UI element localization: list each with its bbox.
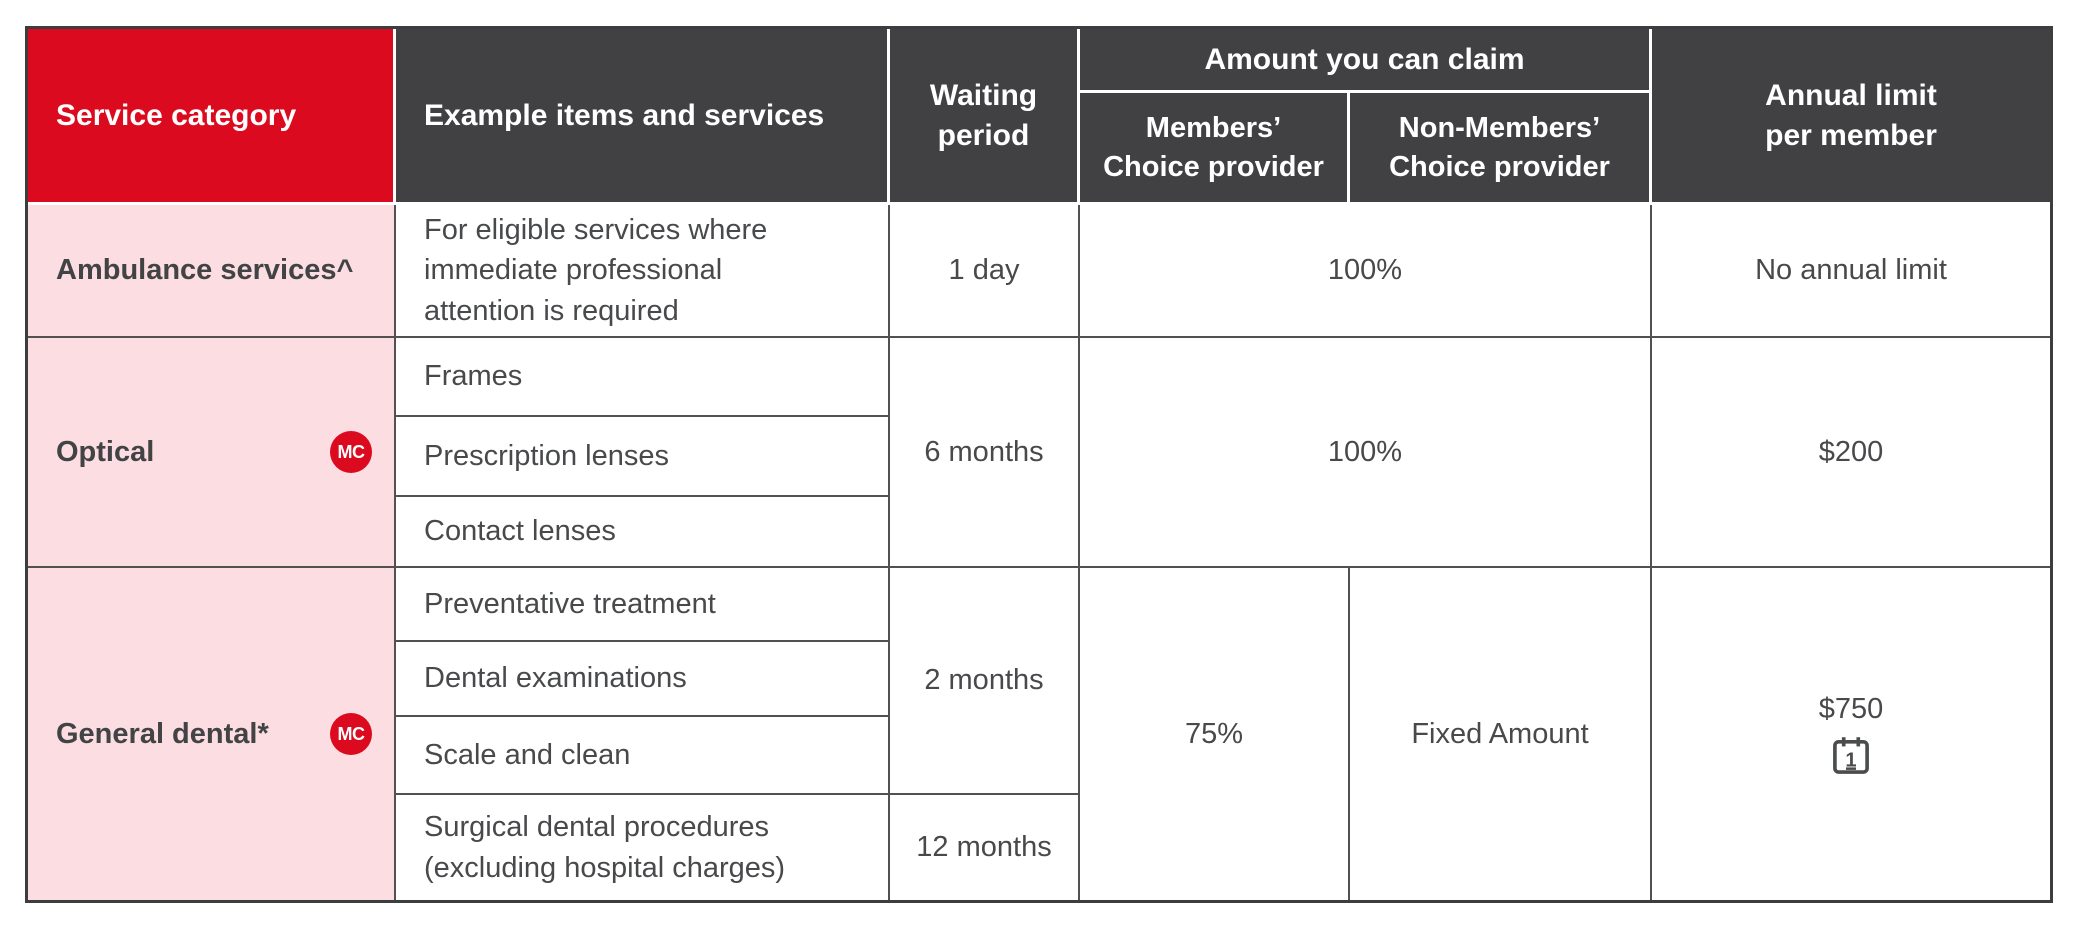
dental-waiting-cell-long: 12 months [890,795,1080,900]
header-service-category: Service category [28,29,396,205]
dental-non-members-claim-value: Fixed Amount [1411,717,1589,750]
ambulance-annual-limit-value: No annual limit [1755,254,1947,287]
header-service-category-label: Service category [56,98,297,132]
dental-category-label: General dental* [56,717,269,750]
dental-waiting-long-value: 12 months [916,831,1052,864]
mc-badge-icon: MC [330,431,372,473]
dental-item-examinations: Dental examinations [424,662,687,695]
optical-claim-value: 100% [1327,435,1403,468]
header-amount-claim-label: Amount you can claim [1204,42,1525,76]
dental-item-cell: Scale and clean [396,717,890,795]
ambulance-description: For eligible services where immediate pr… [424,214,768,327]
header-example-items-label: Example items and services [424,98,825,132]
dental-non-members-claim-cell: Fixed Amount [1350,568,1652,900]
ambulance-annual-limit-cell: No annual limit [1652,205,2050,338]
header-annual-limit-label: Annual limit per member [1765,78,1937,152]
ambulance-claim-cell: 100% [1080,205,1652,338]
calendar-1-icon: 1 [1833,736,1869,774]
mc-badge-icon: MC [330,713,372,755]
dental-item-scale-clean: Scale and clean [424,738,631,771]
dental-waiting-short-value: 2 months [924,664,1044,697]
dental-item-cell: Preventative treatment [396,568,890,642]
dental-item-surgical: Surgical dental procedures (excluding ho… [424,811,786,884]
svg-text:1: 1 [1845,749,1856,771]
dental-item-cell: Dental examinations [396,642,890,717]
dental-item-cell: Surgical dental procedures (excluding ho… [396,795,890,900]
optical-annual-limit-value: $200 [1818,435,1884,468]
header-waiting-period-label: Waiting period [929,78,1038,152]
header-amount-claim: Amount you can claim [1080,29,1652,93]
optical-waiting-cell: 6 months [890,338,1080,568]
optical-category-cell: Optical MC [28,338,396,568]
dental-category-cell: General dental* MC [28,568,396,900]
optical-item-cell: Prescription lenses [396,417,890,497]
optical-category-label: Optical [56,435,155,468]
dental-members-claim-cell: 75% [1080,568,1350,900]
header-non-members-choice: Non-Members’ Choice provider [1350,93,1652,205]
optical-item-cell: Frames [396,338,890,417]
ambulance-description-cell: For eligible services where immediate pr… [396,205,890,338]
dental-waiting-cell-short: 2 months [890,568,1080,795]
ambulance-category-cell: Ambulance services^ [28,205,396,338]
header-example-items: Example items and services [396,29,890,205]
ambulance-waiting-value: 1 day [948,254,1020,287]
dental-annual-limit-value: $750 [1818,693,1884,726]
header-members-choice-label: Members’ Choice provider [1103,112,1324,183]
dental-annual-limit-cell: $750 1 [1652,568,2050,900]
optical-item-cell: Contact lenses [396,497,890,568]
benefits-table: Service category Example items and servi… [25,26,2053,903]
header-waiting-period: Waiting period [890,29,1080,205]
ambulance-claim-value: 100% [1327,254,1403,287]
optical-item-prescription-lenses: Prescription lenses [424,439,669,472]
dental-item-preventative: Preventative treatment [424,587,716,620]
optical-claim-cell: 100% [1080,338,1652,568]
ambulance-waiting-cell: 1 day [890,205,1080,338]
dental-members-claim-value: 75% [1184,717,1244,750]
header-annual-limit: Annual limit per member [1652,29,2050,205]
optical-waiting-value: 6 months [924,435,1044,468]
ambulance-category-label: Ambulance services^ [56,254,354,287]
optical-item-contact-lenses: Contact lenses [424,515,616,548]
header-non-members-choice-label: Non-Members’ Choice provider [1389,112,1610,183]
optical-item-frames: Frames [424,360,523,393]
header-members-choice: Members’ Choice provider [1080,93,1350,205]
optical-annual-limit-cell: $200 [1652,338,2050,568]
